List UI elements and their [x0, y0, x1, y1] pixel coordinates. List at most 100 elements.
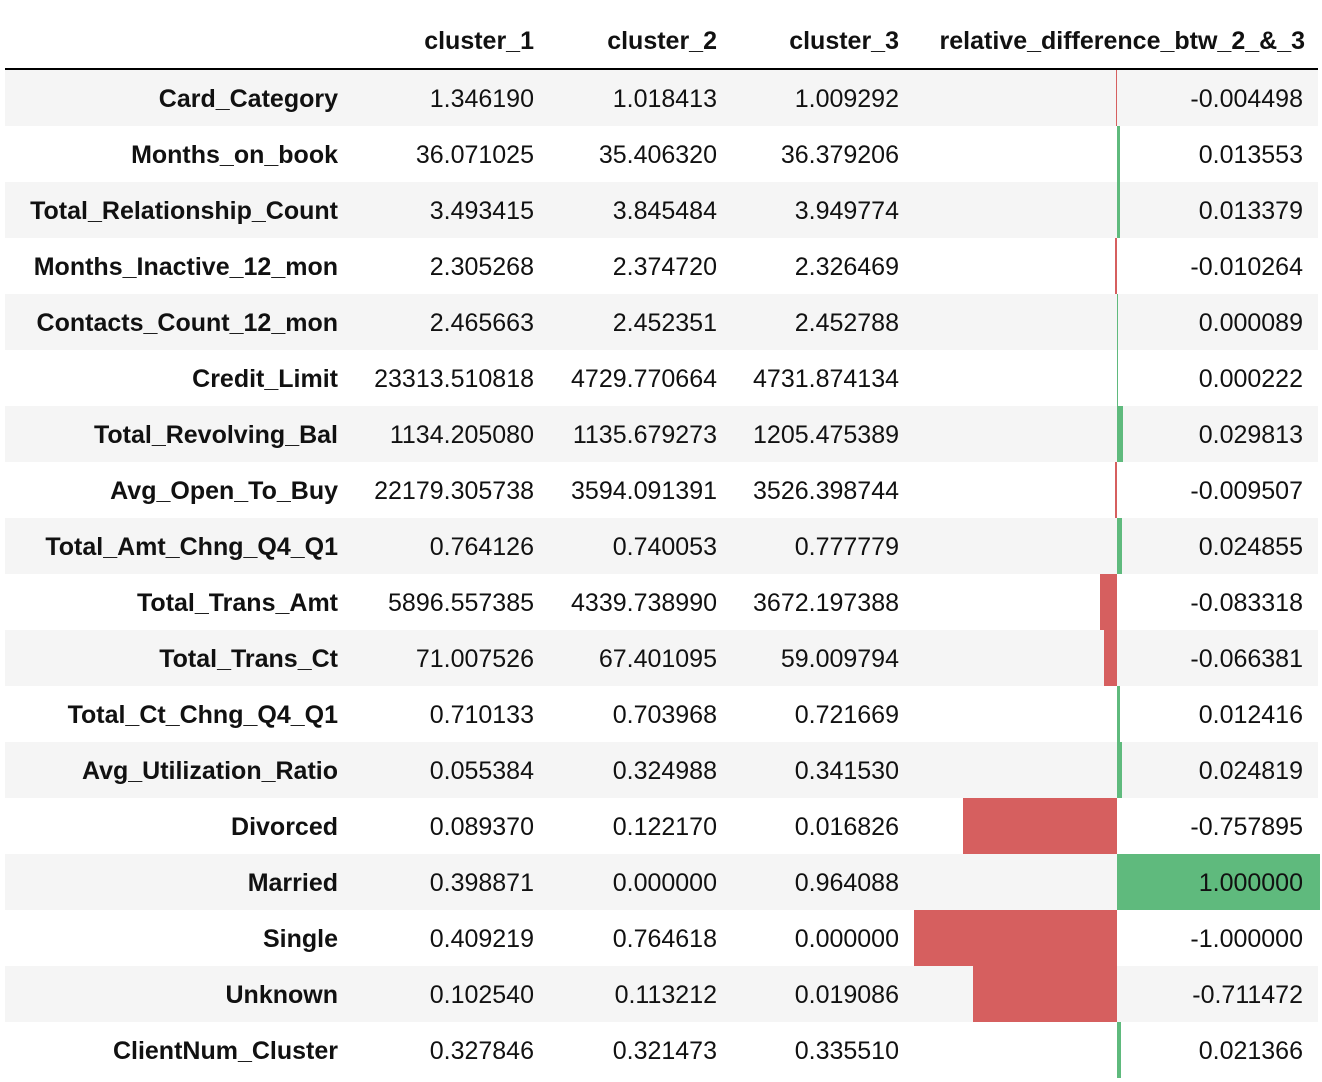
table-row: Total_Amt_Chng_Q4_Q1 0.764126 0.740053 0.77… [5, 518, 1318, 574]
row-label: Months_on_book [131, 141, 338, 169]
column-header-cluster-3: cluster_3 [789, 27, 899, 55]
diff-bar-area [912, 126, 1318, 182]
cell-cluster-2: 35.406320 [598, 141, 717, 169]
cell-cluster-1: 0.710133 [429, 701, 534, 729]
cell-cluster-2: 3.845484 [612, 197, 717, 225]
row-label: ClientNum_Cluster [112, 1037, 338, 1065]
cell-cluster-3: 2.452788 [794, 309, 899, 337]
cell-cluster-3: 0.000000 [794, 925, 899, 953]
positive-diff-bar [1117, 350, 1118, 406]
diff-bar-area [912, 462, 1318, 518]
cell-cluster-3: 0.019086 [794, 981, 899, 1009]
diff-bar-area [912, 742, 1318, 798]
cell-relative-difference: 0.021366 [1198, 1037, 1303, 1065]
diff-bar-area [912, 182, 1318, 238]
cell-cluster-1: 22179.305738 [374, 477, 534, 505]
cell-cluster-1: 0.398871 [429, 869, 534, 897]
cell-cluster-1: 23313.510818 [374, 365, 534, 393]
cell-cluster-2: 0.740053 [612, 533, 717, 561]
cell-relative-difference: 0.029813 [1198, 421, 1303, 449]
cell-relative-difference: 0.013553 [1198, 141, 1303, 169]
cell-cluster-2: 0.000000 [612, 869, 717, 897]
cell-relative-difference: 0.000089 [1198, 309, 1303, 337]
cell-cluster-1: 2.465663 [429, 309, 534, 337]
cell-cluster-3: 0.777779 [794, 533, 899, 561]
cell-cluster-1: 5896.557385 [388, 589, 534, 617]
cell-cluster-1: 1134.205080 [389, 421, 534, 449]
cell-relative-difference: 0.013379 [1198, 197, 1303, 225]
negative-diff-bar [1115, 462, 1117, 518]
diff-bar-area [912, 238, 1318, 294]
cell-cluster-2: 0.324988 [612, 757, 717, 785]
cell-cluster-1: 3.493415 [429, 197, 534, 225]
row-label: Total_Trans_Amt [137, 589, 338, 617]
row-label: Married [247, 869, 338, 897]
cell-cluster-1: 0.409219 [429, 925, 534, 953]
cell-cluster-1: 0.055384 [429, 757, 534, 785]
diff-bar-area [912, 630, 1318, 686]
negative-diff-bar [1100, 574, 1117, 630]
diff-bar-area [912, 686, 1318, 742]
table-row: Months_on_book 36.071025 35.406320 36.37920… [5, 126, 1318, 182]
cell-cluster-2: 0.113212 [614, 981, 717, 1009]
row-label: Single [262, 925, 338, 953]
cell-cluster-1: 36.071025 [415, 141, 534, 169]
negative-diff-bar [1103, 630, 1117, 686]
cell-cluster-1: 1.346190 [429, 85, 534, 113]
table-row: Divorced 0.089370 0.122170 0.016826 -0.75789… [5, 798, 1318, 854]
table-row: Credit_Limit 23313.510818 4729.770664 4731.… [5, 350, 1318, 406]
cell-cluster-1: 0.102540 [429, 981, 534, 1009]
row-label: Credit_Limit [192, 365, 338, 393]
diff-bar-area [912, 798, 1318, 854]
table-row: Months_Inactive_12_mon 2.305268 2.374720 2.… [5, 238, 1318, 294]
cell-cluster-2: 2.452351 [612, 309, 717, 337]
cell-cluster-2: 1.018413 [612, 85, 717, 113]
cell-cluster-3: 0.964088 [794, 869, 899, 897]
negative-diff-bar [1114, 238, 1117, 294]
cell-cluster-2: 67.401095 [598, 645, 717, 673]
table-row: Total_Trans_Amt 5896.557385 4339.738990 367… [5, 574, 1318, 630]
table-row: Total_Trans_Ct 71.007526 67.401095 59.00979… [5, 630, 1318, 686]
negative-diff-bar [963, 798, 1117, 854]
cell-cluster-2: 1135.679273 [572, 421, 717, 449]
column-header-relative-difference: relative_difference_btw_2_&_3 [939, 27, 1305, 55]
cell-cluster-2: 4729.770664 [571, 365, 717, 393]
cell-cluster-3: 2.326469 [794, 253, 899, 281]
table-row: Contacts_Count_12_mon 2.465663 2.452351 2.4… [5, 294, 1318, 350]
cell-cluster-1: 0.764126 [429, 533, 534, 561]
cell-cluster-3: 3526.398744 [753, 477, 899, 505]
row-label: Total_Ct_Chng_Q4_Q1 [67, 701, 338, 729]
cell-cluster-1: 0.327846 [429, 1037, 534, 1065]
cell-cluster-3: 59.009794 [780, 645, 899, 673]
positive-diff-bar [1117, 126, 1120, 182]
diff-bar-area [912, 70, 1318, 126]
cell-relative-difference: 0.012416 [1198, 701, 1303, 729]
row-label: Total_Relationship_Count [30, 197, 338, 225]
cell-relative-difference: 0.000222 [1198, 365, 1303, 393]
positive-diff-bar [1117, 518, 1123, 574]
diff-bar-area [912, 294, 1318, 350]
cell-relative-difference: -0.066381 [1190, 645, 1303, 673]
row-label: Total_Trans_Ct [159, 645, 338, 673]
cell-relative-difference: 0.024819 [1198, 757, 1303, 785]
negative-diff-bar [1116, 70, 1117, 126]
diff-bar-area [912, 350, 1318, 406]
positive-diff-bar [1117, 182, 1120, 238]
cell-relative-difference: 0.024855 [1198, 533, 1303, 561]
cell-relative-difference: -0.009507 [1190, 477, 1303, 505]
cell-cluster-3: 36.379206 [780, 141, 899, 169]
row-label: Avg_Utilization_Ratio [81, 757, 338, 785]
row-label: Avg_Open_To_Buy [110, 477, 338, 505]
row-label: Unknown [225, 981, 339, 1009]
cell-relative-difference: -0.711472 [1192, 981, 1303, 1009]
table-row: Total_Revolving_Bal 1134.205080 1135.67927… [5, 406, 1318, 462]
table-row: Married 0.398871 0.000000 0.964088 1.000000 [5, 854, 1320, 910]
cell-cluster-3: 4731.874134 [753, 365, 899, 393]
cell-relative-difference: -0.004498 [1190, 85, 1303, 113]
cell-relative-difference: -0.757895 [1190, 813, 1303, 841]
cell-cluster-3: 1.009292 [794, 85, 899, 113]
positive-diff-bar [1117, 686, 1120, 742]
negative-diff-bar [972, 966, 1117, 1022]
cell-relative-difference: -1.000000 [1190, 925, 1303, 953]
